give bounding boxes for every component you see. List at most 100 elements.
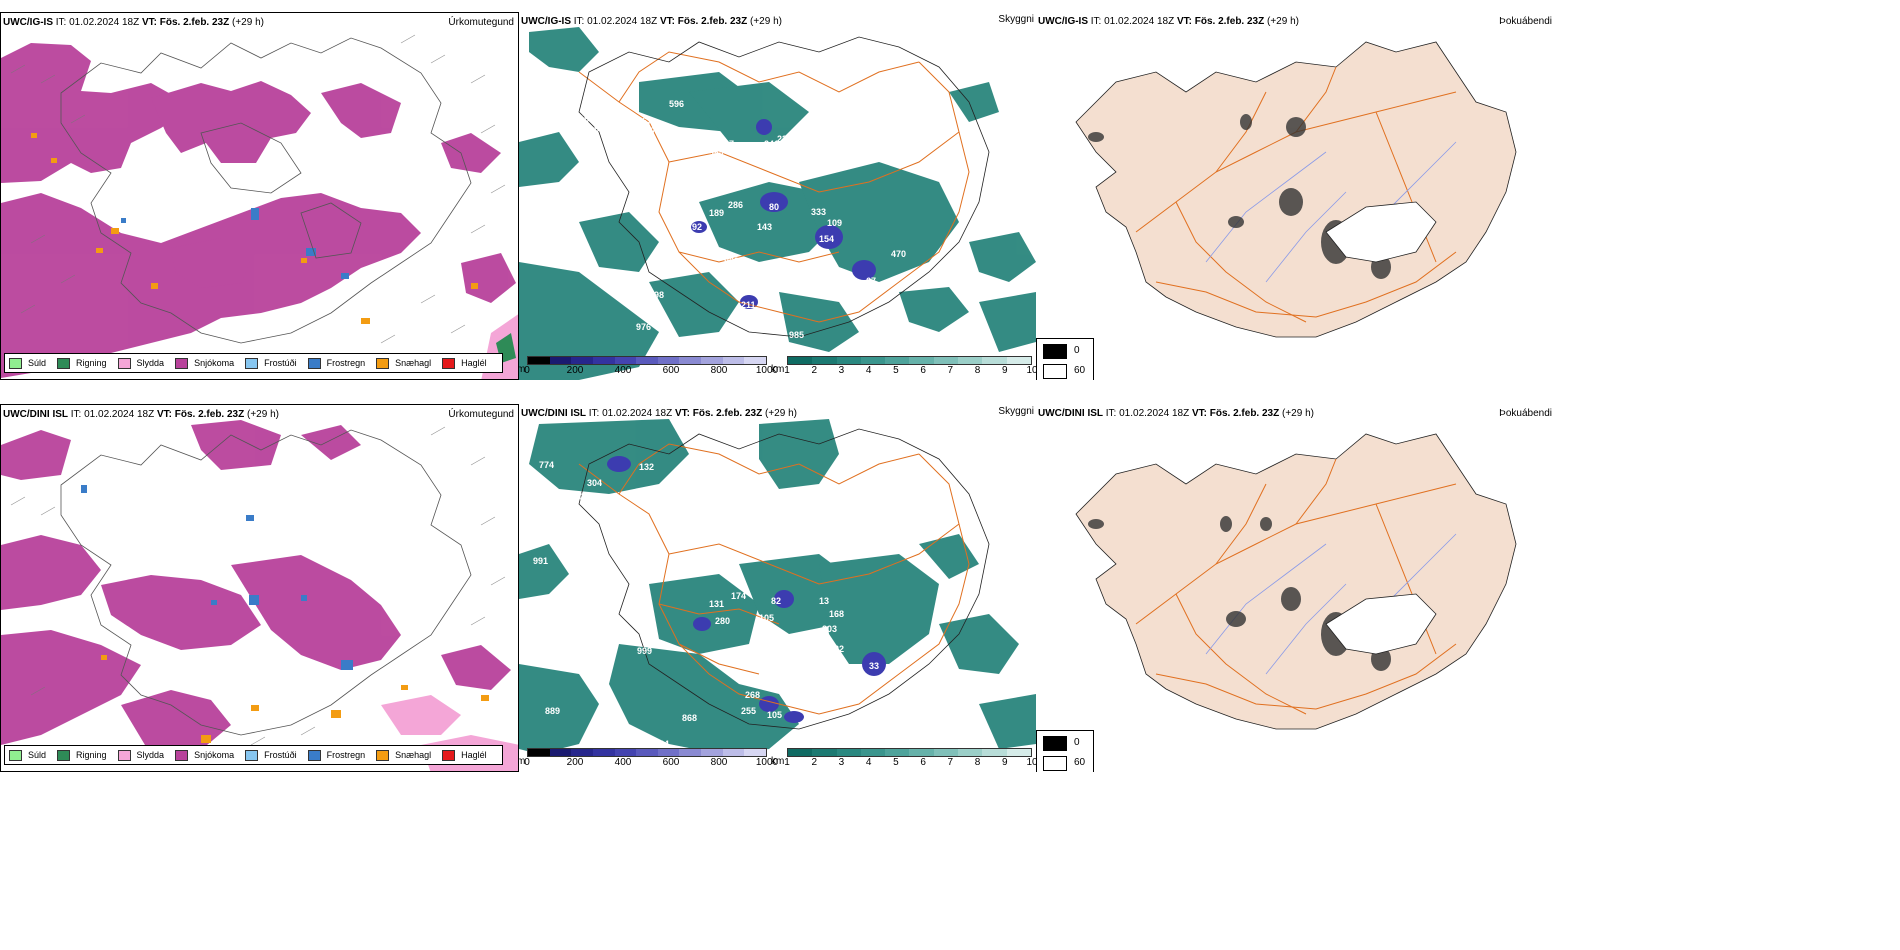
cloud-scale-swatch [679, 749, 702, 756]
svg-text:868: 868 [682, 713, 697, 723]
cloud-scale-swatch [657, 749, 680, 756]
svg-text:202: 202 [759, 310, 774, 320]
vis-scale-tick-label: 6 [920, 365, 926, 376]
vis-scale-tick-label: 4 [865, 757, 872, 768]
svg-text:67: 67 [866, 276, 876, 286]
cloud-scale-tick-label: 800 [710, 757, 728, 768]
vis-scale-tick-label: 3 [838, 757, 845, 768]
visibility-panel-row2: 774 132 304 961 190 416 458 991 174 131 … [519, 404, 1036, 772]
vis-scale-tick-label: 8 [974, 757, 981, 768]
vis-scale-swatch [860, 749, 886, 756]
svg-text:174: 174 [731, 591, 746, 601]
svg-text:787: 787 [651, 126, 666, 136]
fog-map-row1 [1075, 41, 1517, 338]
panel-type-tag: Skyggni [998, 406, 1034, 417]
precip-legend: Súld Rigning Slydda Snjókoma Frostúði Fr… [4, 353, 503, 373]
svg-text:90: 90 [740, 314, 750, 324]
legend-item-freezing-drizzle: Frostúði [245, 749, 297, 761]
vis-scale-swatch [860, 357, 886, 364]
vis-scale-tick-label: 9 [1001, 757, 1008, 768]
panel-title: UWC/IG-IS IT: 01.02.2024 18Z VT: Fös. 2.… [521, 16, 782, 27]
svg-text:343: 343 [777, 152, 792, 162]
svg-text:13: 13 [819, 596, 829, 606]
vis-scale-swatch [812, 749, 837, 756]
svg-text:203: 203 [822, 624, 837, 634]
svg-text:842: 842 [594, 124, 609, 134]
fog-legend-swatch-60 [1043, 756, 1067, 771]
svg-text:185: 185 [579, 114, 594, 124]
svg-text:23: 23 [777, 134, 787, 144]
vis-scale-swatch [885, 749, 910, 756]
legend-item-sleet: Slydda [117, 749, 164, 761]
svg-text:227: 227 [709, 150, 724, 160]
precip-type-panel-row1: UWC/IG-IS IT: 01.02.2024 18Z VT: Fös. 2.… [0, 12, 519, 380]
svg-text:458: 458 [764, 496, 779, 506]
svg-text:304: 304 [587, 478, 602, 488]
legend-item-freezing-drizzle: Frostúði [245, 357, 297, 369]
panel-title: UWC/IG-IS IT: 01.02.2024 18Z VT: Fös. 2.… [1038, 16, 1299, 27]
fog-legend: 0 60 [1036, 338, 1094, 380]
cloud-scale-swatch [657, 357, 680, 364]
panel-type-tag: Úrkomutegund [448, 409, 514, 420]
legend-item-rain: Rigning [57, 749, 107, 761]
panel-title: UWC/DINI ISL IT: 01.02.2024 18Z VT: Fös.… [521, 408, 797, 419]
legend-item-snow: Snjókoma [175, 357, 234, 369]
cloud-scale-tick-label: 600 [662, 365, 680, 376]
vis-scale-tick-label: 9 [1001, 365, 1008, 376]
svg-text:168: 168 [829, 609, 844, 619]
visibility-scale: 1 2 3 4 5 6 7 8 9 10 km [771, 356, 1036, 377]
vis-scale-swatch [982, 357, 1007, 364]
svg-text:268: 268 [745, 690, 760, 700]
vis-scale-swatch [1006, 357, 1031, 364]
svg-text:190: 190 [569, 492, 584, 502]
cloud-scale-swatch [679, 357, 702, 364]
vis-scale-swatch [909, 749, 934, 756]
svg-text:991: 991 [533, 556, 548, 566]
vis-scale-tick-label: 4 [865, 365, 872, 376]
precip-map-row2 [1, 420, 518, 771]
svg-text:92: 92 [692, 222, 702, 232]
svg-text:80: 80 [769, 202, 779, 212]
svg-text:154: 154 [819, 234, 834, 244]
panel-type-tag: Skyggni [998, 14, 1034, 25]
svg-text:596: 596 [669, 99, 684, 109]
cloud-scale-swatch [592, 357, 615, 364]
vis-scale-tick-label: 10 [1026, 365, 1036, 376]
panel-title: UWC/DINI ISL IT: 01.02.2024 18Z VT: Fös.… [1038, 408, 1314, 419]
svg-text:131: 131 [709, 599, 724, 609]
vis-scale-tick-label: 2 [811, 757, 817, 768]
fog-legend: 0 60 [1036, 730, 1094, 772]
precip-map-row1 [1, 34, 518, 379]
visibility-panel-row1: 596 185 877 842 767 787 387 227 241 23 3… [519, 12, 1036, 380]
svg-text:877: 877 [539, 126, 554, 136]
svg-text:143: 143 [757, 222, 772, 232]
svg-text:105: 105 [759, 613, 774, 623]
vis-scale-tick-label: 6 [920, 757, 926, 768]
svg-text:82: 82 [771, 596, 781, 606]
cloud-scale-tick-label: 0 [524, 365, 530, 376]
vis-scale-swatch [812, 357, 837, 364]
cloud-scale-swatch [528, 357, 550, 364]
visibility-scale: 1 2 3 4 5 6 7 8 9 10 km [771, 748, 1036, 769]
legend-item-drizzle: Súld [9, 749, 46, 761]
vis-scale-tick-label: 3 [838, 365, 845, 376]
svg-text:211: 211 [741, 300, 756, 310]
vis-scale-tick-label: 8 [974, 365, 981, 376]
panel-title: UWC/DINI ISL IT: 01.02.2024 18Z VT: Fös.… [3, 409, 279, 420]
cloud-scale-swatch [571, 749, 593, 756]
cloud-base-scale: 0 200 400 600 800 1000 m [519, 748, 778, 769]
vis-scale-tick-label: 10 [1026, 757, 1036, 768]
vis-scale-swatch [933, 749, 959, 756]
vis-scale-swatch [788, 749, 813, 756]
svg-text:109: 109 [827, 218, 842, 228]
svg-text:884: 884 [654, 739, 669, 749]
precip-legend: Súld Rigning Slydda Snjókoma Frostúði Fr… [4, 745, 503, 765]
precip-type-panel-row2: UWC/DINI ISL IT: 01.02.2024 18Z VT: Fös.… [0, 404, 519, 772]
cloud-scale-tick-label: 400 [614, 757, 632, 768]
svg-text:416: 416 [607, 494, 622, 504]
vis-scale-tick-label: 5 [893, 757, 899, 768]
panel-type-tag: Þokuábendi [1499, 16, 1552, 27]
svg-text:33: 33 [869, 661, 879, 671]
fog-index-panel-row1: UWC/IG-IS IT: 01.02.2024 18Z VT: Fös. 2.… [1036, 12, 1556, 380]
svg-text:889: 889 [545, 706, 560, 716]
